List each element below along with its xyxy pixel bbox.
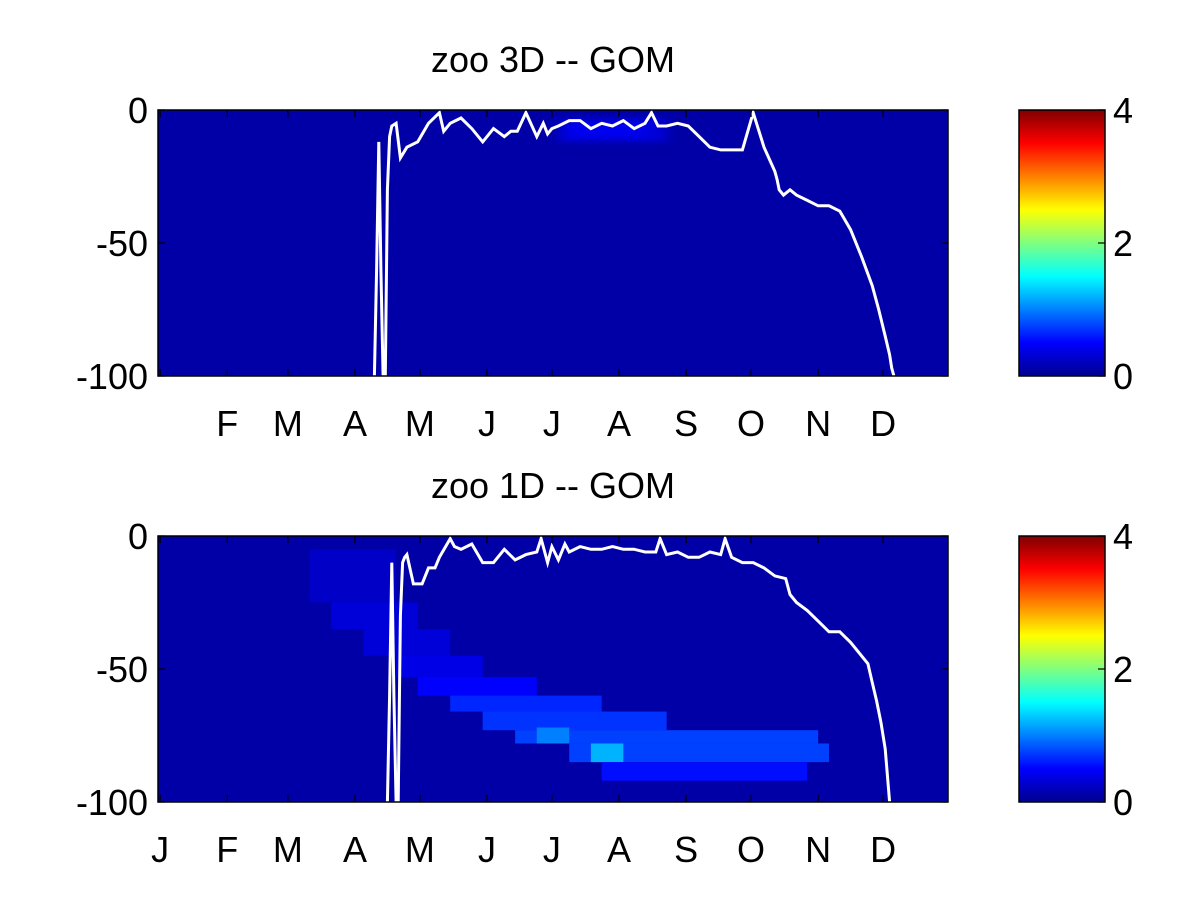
top-heatmap-background: [158, 110, 948, 376]
x-tick-label: M: [405, 829, 435, 870]
x-tick-label: A: [607, 829, 631, 870]
bottom-colorbar-tick-labels: 0 2 4: [1098, 516, 1133, 823]
heatmap-patch: [396, 655, 483, 677]
x-tick-label: J: [543, 403, 561, 444]
heatmap-patch: [515, 730, 819, 744]
x-tick-label: M: [273, 403, 303, 444]
y-tick-label: -50: [96, 649, 148, 690]
y-tick-label: -100: [76, 356, 148, 397]
x-tick-label: J: [543, 829, 561, 870]
colorbar-tick-label: 2: [1113, 649, 1133, 690]
x-tick-label: J: [478, 829, 496, 870]
top-colorbar: [1018, 109, 1106, 377]
x-tick-label: O: [737, 829, 765, 870]
heatmap-patch: [450, 695, 602, 712]
x-tick-label: A: [607, 403, 631, 444]
colorbar-tick-label: 2: [1113, 223, 1133, 264]
bottom-y-tick-labels: 0 -50 -100: [76, 516, 148, 823]
x-tick-label: A: [343, 403, 367, 444]
heatmap-patch: [601, 762, 808, 781]
heatmap-patch: [309, 549, 397, 603]
heatmap-patch: [363, 629, 451, 656]
x-tick-label: D: [870, 829, 896, 870]
colorbar-tick-label: 4: [1113, 90, 1133, 131]
colorbar-tick-label: 4: [1113, 516, 1133, 557]
x-tick-label: N: [805, 829, 831, 870]
x-tick-label: F: [216, 829, 238, 870]
x-tick-label: A: [343, 829, 367, 870]
x-tick-label: F: [216, 403, 238, 444]
top-y-tick-labels: 0 -50 -100: [76, 90, 148, 397]
colorbar-tick-label: 0: [1113, 356, 1133, 397]
colorbar-tick-label: 0: [1113, 782, 1133, 823]
y-tick-label: 0: [128, 516, 148, 557]
bottom-chart-title: zoo 1D -- GOM: [431, 465, 675, 506]
top-white-line: [372, 110, 896, 376]
bottom-heatmap-background: [158, 536, 948, 802]
y-tick-label: -100: [76, 782, 148, 823]
x-tick-label: M: [273, 829, 303, 870]
heatmap-patch: [417, 676, 537, 696]
x-tick-label: M: [405, 403, 435, 444]
x-tick-label: D: [870, 403, 896, 444]
heatmap-patch: [536, 727, 570, 744]
top-colorbar-tick-labels: 0 2 4: [1098, 90, 1133, 397]
x-tick-label: O: [737, 403, 765, 444]
bottom-heatmap-patches: [309, 549, 829, 781]
x-tick-label: S: [674, 403, 698, 444]
top-chart-title: zoo 3D -- GOM: [431, 39, 675, 80]
heatmap-patch: [569, 743, 829, 763]
bottom-white-line: [385, 536, 892, 802]
y-tick-label: 0: [128, 90, 148, 131]
heatmap-patch: [590, 743, 624, 763]
bottom-axis-ticks: [158, 535, 948, 803]
x-tick-label: J: [478, 403, 496, 444]
heatmap-patch: [482, 711, 667, 731]
x-tick-label: S: [674, 829, 698, 870]
heatmap-patch: [331, 602, 418, 630]
x-tick-label: N: [805, 403, 831, 444]
y-tick-label: -50: [96, 223, 148, 264]
bottom-colorbar: [1018, 535, 1106, 803]
top-axis-ticks: [158, 109, 948, 377]
x-tick-label: J: [151, 829, 169, 870]
